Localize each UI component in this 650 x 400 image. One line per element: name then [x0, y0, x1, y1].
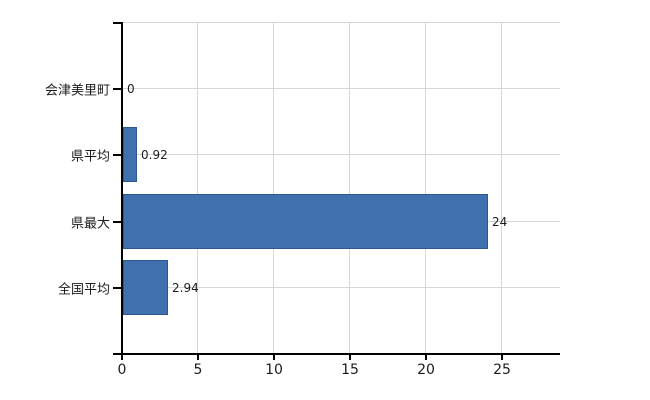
x-tick-label: 0: [117, 362, 127, 378]
x-tick-mark: [349, 355, 351, 360]
category-label: 全国平均: [57, 282, 110, 298]
x-tick-mark: [197, 355, 199, 360]
gridline-horizontal: [121, 154, 560, 155]
plot-top-border: [121, 22, 560, 23]
x-tick-label: 15: [341, 362, 359, 378]
x-tick-label: 5: [193, 362, 203, 378]
value-label: 0.92: [141, 148, 168, 162]
x-tick-label: 10: [265, 362, 283, 378]
gridline-horizontal: [121, 287, 560, 288]
x-tick-mark: [501, 355, 503, 360]
value-label: 0: [127, 82, 135, 96]
value-label: 2.94: [172, 281, 199, 295]
y-axis-line: [121, 22, 123, 355]
gridline-horizontal: [121, 88, 560, 89]
y-tick-mark: [113, 221, 121, 223]
x-tick-mark: [425, 355, 427, 360]
y-tick-mark: [113, 154, 121, 156]
bar: [123, 126, 137, 182]
x-axis-line: [113, 353, 560, 355]
category-label: 会津美里町: [44, 83, 110, 99]
y-axis-top-tick: [113, 22, 121, 24]
y-tick-mark: [113, 88, 121, 90]
gridline-vertical: [273, 22, 274, 353]
bar: [123, 193, 488, 249]
x-tick-label: 20: [417, 362, 435, 378]
gridline-vertical: [501, 22, 502, 353]
gridline-vertical: [425, 22, 426, 353]
y-tick-mark: [113, 287, 121, 289]
x-tick-mark: [273, 355, 275, 360]
gridline-vertical: [197, 22, 198, 353]
bar: [123, 259, 168, 315]
category-label: 県平均: [70, 149, 110, 165]
gridline-vertical: [349, 22, 350, 353]
category-label: 県最大: [70, 216, 110, 232]
value-label: 24: [492, 215, 508, 229]
x-tick-mark: [121, 355, 123, 360]
x-tick-label: 25: [493, 362, 511, 378]
